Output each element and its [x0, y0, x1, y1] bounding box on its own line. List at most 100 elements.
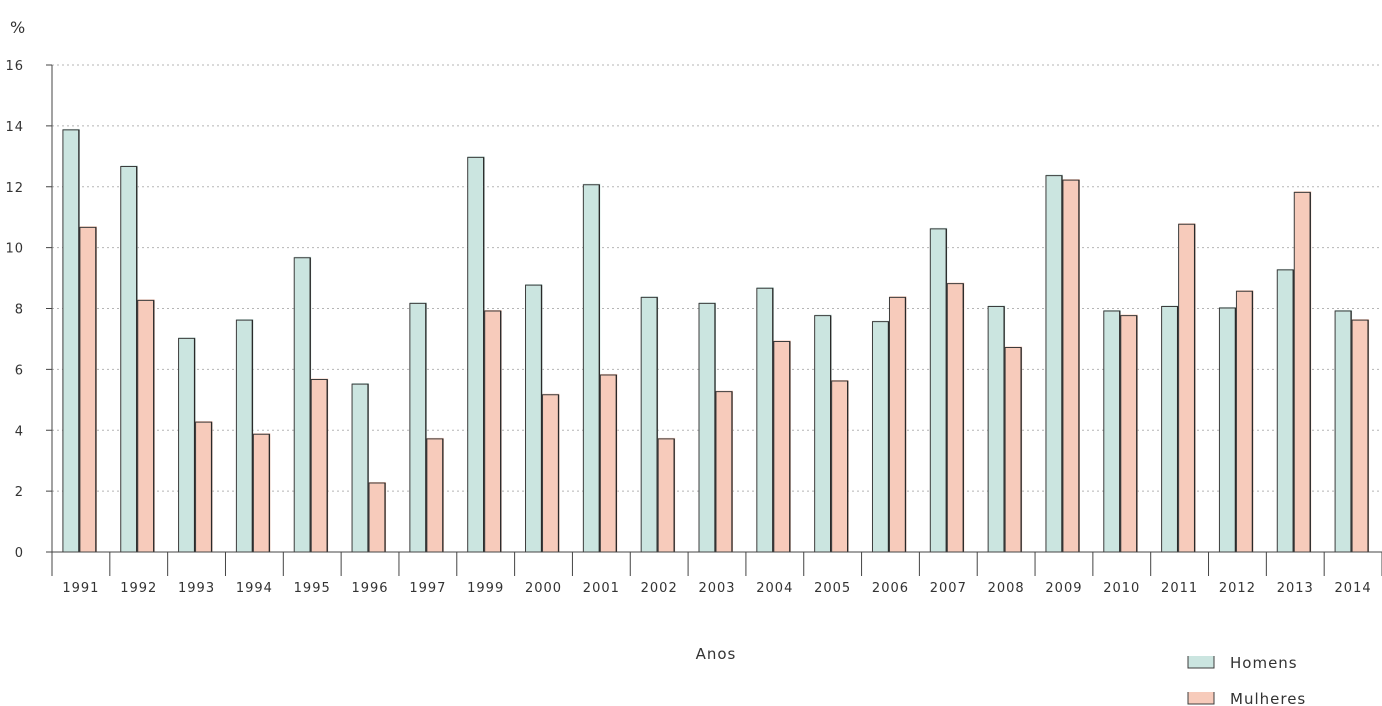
y-tick-label: 12: [5, 181, 24, 196]
y-tick-label: 0: [15, 546, 24, 561]
x-tick-label: 1995: [294, 581, 331, 596]
y-tick-label: 4: [15, 424, 24, 439]
x-tick-label: 2002: [641, 581, 678, 596]
bar-fill: [1005, 346, 1023, 552]
bar-mulheres-2005: [831, 380, 849, 552]
bar-fill: [641, 296, 659, 552]
bar-fill: [814, 314, 832, 552]
bar-fill: [311, 378, 329, 552]
bar-homens-1997: [409, 302, 427, 552]
y-tick-label: 14: [5, 120, 24, 135]
y-axis-unit-label: %: [10, 18, 25, 37]
bar-fill: [600, 373, 618, 552]
axes: [46, 64, 1382, 576]
bar-fill: [253, 433, 271, 552]
bar-fill: [467, 156, 485, 552]
x-tick-labels: 1991 1992 1993 1994 1995 1996 1997 1999 2000 2001…: [62, 581, 1372, 596]
bar-fill: [525, 284, 543, 552]
bar-homens-1995: [293, 256, 312, 552]
bar-fill: [658, 437, 676, 552]
bar-homens-1993: [178, 337, 196, 552]
bar-homens-2003: [698, 302, 716, 552]
bar-fill: [699, 302, 716, 552]
x-tick-label: 2001: [583, 581, 620, 596]
legend-label: Mulheres: [1230, 690, 1306, 706]
bar-fill: [62, 128, 80, 552]
bar-mulheres-1994: [252, 433, 271, 552]
bar-fill: [1352, 319, 1370, 552]
bar-mulheres-1995: [310, 378, 329, 552]
bar-homens-2008: [987, 305, 1006, 552]
legend-swatch: [1188, 692, 1214, 704]
bar-fill: [947, 282, 965, 552]
bar-fill: [1178, 223, 1196, 552]
bar-mulheres-2007: [946, 282, 965, 552]
bar-fill: [352, 383, 370, 552]
bar-homens-2001: [582, 183, 601, 553]
x-tick-label: 2006: [872, 581, 909, 596]
y-tick-label: 8: [15, 303, 24, 318]
x-tick-label: 2013: [1277, 581, 1314, 596]
bar-fill: [1045, 174, 1063, 552]
bar-homens-2012: [1218, 306, 1237, 552]
x-tick-label: 2010: [1103, 581, 1140, 596]
bar-mulheres-2002: [657, 437, 676, 552]
legend-label: Homens: [1230, 654, 1298, 672]
y-tick-label: 10: [5, 242, 24, 257]
y-tick-label: 6: [15, 363, 24, 378]
bar-homens-1994: [235, 319, 254, 552]
bar-mulheres-2014: [1351, 319, 1370, 552]
x-tick-label: 1993: [178, 581, 215, 596]
bar-mulheres-2010: [1120, 314, 1138, 552]
bar-mulheres-2013: [1293, 191, 1312, 553]
x-tick-label: 1999: [467, 581, 504, 596]
x-tick-label: 2014: [1335, 581, 1372, 596]
bar-fill: [236, 319, 254, 552]
bar-mulheres-2012: [1235, 290, 1254, 552]
bar-mulheres-2003: [715, 390, 733, 552]
y-tick-labels: 0 2 4 6 8 10 12 14 16: [5, 59, 24, 561]
x-tick-label: 1996: [351, 581, 388, 596]
bar-fill: [120, 165, 138, 552]
bar-fill: [484, 310, 502, 552]
bar-fill: [1103, 310, 1121, 552]
legend-swatch-outline: [1187, 692, 1215, 705]
x-tick-label: 2003: [698, 581, 735, 596]
bar-homens-2005: [814, 314, 832, 552]
x-tick-label: 2008: [988, 581, 1025, 596]
bar-mulheres-2011: [1178, 223, 1196, 552]
bar-mulheres-1993: [195, 421, 213, 552]
bar-homens-2009: [1045, 174, 1063, 552]
bar-fill: [1161, 305, 1179, 552]
bar-homens-1999: [467, 156, 485, 552]
legend-swatch-outline: [1187, 656, 1215, 669]
bar-series: [62, 128, 1370, 553]
bar-fill: [773, 340, 791, 552]
bar-homens-2004: [756, 287, 774, 552]
x-tick-label: 2009: [1045, 581, 1082, 596]
bar-fill: [79, 226, 97, 552]
bar-mulheres-2000: [542, 393, 560, 552]
bar-fill: [409, 302, 427, 552]
bar-mulheres-2004: [773, 340, 791, 552]
bar-homens-2014: [1334, 310, 1353, 552]
x-axis-title: Anos: [696, 645, 737, 663]
x-tick-label: 2005: [814, 581, 851, 596]
x-tick-label: 1994: [236, 581, 273, 596]
x-tick-label: 2000: [525, 581, 562, 596]
bar-mulheres-1997: [426, 437, 444, 552]
bar-fill: [1277, 268, 1295, 552]
bar-fill: [930, 227, 948, 552]
bar-fill: [716, 390, 733, 552]
bar-fill: [1120, 314, 1138, 552]
bar-homens-2010: [1103, 310, 1121, 552]
legend-item-mulheres: Mulheres: [1187, 690, 1306, 706]
bar-fill: [1335, 310, 1353, 552]
bar-homens-2006: [871, 320, 890, 552]
bar-fill: [1294, 191, 1312, 553]
bar-mulheres-1999: [484, 310, 502, 552]
legend: Homens Mulheres: [1187, 654, 1306, 706]
bar-homens-1996: [351, 383, 370, 552]
bar-homens-2011: [1161, 305, 1179, 552]
legend-item-homens: Homens: [1187, 654, 1298, 672]
